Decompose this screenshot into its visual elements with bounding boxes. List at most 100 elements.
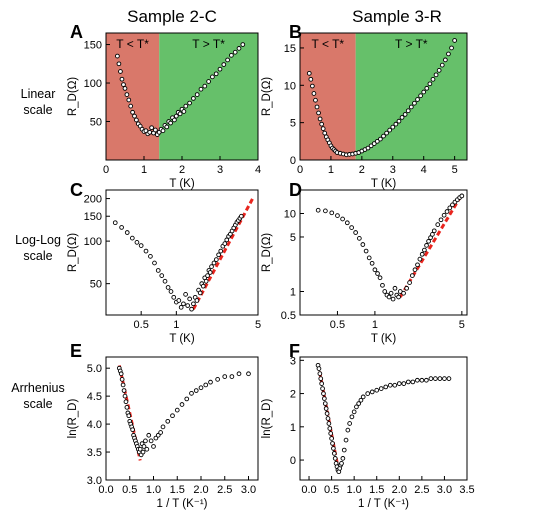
data-point bbox=[452, 38, 457, 43]
data-point bbox=[165, 418, 171, 424]
data-point bbox=[357, 236, 362, 241]
x-axis-label: T (K) bbox=[169, 333, 195, 345]
data-point bbox=[112, 220, 118, 226]
x-tick-label: 2 bbox=[179, 164, 185, 176]
data-point bbox=[392, 285, 398, 291]
data-point bbox=[428, 235, 433, 241]
y-axis-label: ln(R_D) bbox=[67, 399, 79, 439]
data-point bbox=[217, 66, 223, 72]
panel-a: T < T* T > T* 0 1 2 3 4 50 100 150 T (K) R_D(Ω) A bbox=[67, 22, 261, 190]
data-point bbox=[144, 446, 150, 452]
x-tick-label: 0.5 bbox=[324, 484, 339, 496]
data-point bbox=[446, 51, 451, 57]
data-point bbox=[329, 436, 334, 441]
data-point bbox=[374, 387, 380, 393]
data-point bbox=[351, 409, 357, 415]
data-point bbox=[368, 143, 374, 149]
region-label-low-t: T < T* bbox=[312, 37, 345, 51]
data-point bbox=[322, 396, 327, 401]
data-point bbox=[422, 247, 427, 253]
x-tick-label: 1 bbox=[328, 164, 334, 176]
data-point bbox=[322, 130, 328, 136]
data-point bbox=[388, 290, 394, 296]
y-tick-label: 3.5 bbox=[87, 447, 102, 459]
data-point bbox=[430, 76, 436, 82]
data-point bbox=[177, 111, 183, 117]
axes-frame bbox=[299, 189, 468, 316]
data-point bbox=[407, 280, 412, 285]
x-tick-label: 3.0 bbox=[437, 484, 452, 496]
data-point bbox=[443, 57, 448, 63]
data-point bbox=[176, 298, 182, 303]
y-axis-label: R_D(Ω) bbox=[261, 77, 273, 116]
data-point bbox=[207, 270, 213, 275]
data-point bbox=[330, 441, 335, 446]
row-label-arrhenius-1: Arrhenius bbox=[11, 381, 65, 395]
data-point bbox=[119, 225, 124, 230]
data-point bbox=[430, 232, 435, 237]
region-label-low-t: T < T* bbox=[116, 37, 149, 51]
y-tick-label: 5.0 bbox=[87, 363, 102, 375]
data-point bbox=[236, 371, 242, 377]
data-point bbox=[124, 92, 130, 97]
data-point bbox=[123, 399, 129, 405]
data-point bbox=[126, 97, 132, 103]
panel-letter: A bbox=[70, 22, 83, 42]
panel-c: 0.5 1 5 50 100 150 200 T (K) R_D(Ω) C bbox=[67, 180, 261, 345]
x-tick-label: 2.0 bbox=[193, 484, 208, 496]
data-point bbox=[148, 438, 154, 444]
x-axis-label: T (K) bbox=[169, 178, 195, 190]
y-tick-label: 10 bbox=[284, 80, 296, 92]
y-tick-label: 3.0 bbox=[87, 475, 102, 487]
data-point bbox=[402, 112, 408, 117]
data-point bbox=[415, 97, 420, 102]
data-point bbox=[116, 61, 122, 67]
data-point bbox=[143, 248, 149, 254]
data-point bbox=[183, 103, 189, 109]
data-point bbox=[128, 103, 134, 109]
axes-frame bbox=[299, 32, 468, 161]
data-point bbox=[158, 430, 163, 435]
data-point bbox=[313, 97, 318, 103]
data-point bbox=[321, 391, 326, 396]
region-high-t bbox=[355, 33, 467, 160]
data-point bbox=[210, 74, 215, 80]
data-point bbox=[179, 402, 185, 407]
x-tick-label: 0.5 bbox=[330, 319, 345, 331]
data-point bbox=[387, 382, 393, 388]
data-point bbox=[320, 126, 326, 131]
data-point bbox=[433, 72, 439, 78]
data-point bbox=[419, 377, 425, 383]
data-point bbox=[363, 248, 369, 254]
x-tick-label: 5 bbox=[255, 319, 261, 331]
data-point bbox=[225, 57, 230, 63]
data-point bbox=[143, 438, 148, 444]
data-point bbox=[396, 294, 401, 300]
data-point bbox=[132, 113, 137, 119]
x-tick-label: 4 bbox=[255, 164, 261, 176]
data-point bbox=[384, 130, 389, 136]
data-point bbox=[168, 289, 174, 294]
data-point bbox=[393, 121, 399, 127]
panel-letter: E bbox=[70, 341, 82, 361]
data-point bbox=[151, 444, 156, 449]
axes-frame bbox=[105, 356, 259, 481]
data-point bbox=[325, 416, 331, 421]
data-point bbox=[431, 228, 437, 234]
data-point bbox=[349, 225, 354, 230]
data-point bbox=[381, 133, 386, 139]
data-point bbox=[405, 379, 411, 385]
region-low-t bbox=[106, 33, 160, 160]
region-label-high-t: T > T* bbox=[192, 37, 225, 51]
y-tick-label: 100 bbox=[84, 236, 102, 248]
data-point bbox=[433, 376, 438, 381]
x-tick-label: 0.0 bbox=[301, 484, 316, 496]
data-point bbox=[216, 252, 221, 258]
data-point bbox=[229, 52, 234, 58]
data-point bbox=[148, 254, 153, 259]
data-point bbox=[447, 205, 453, 211]
data-point bbox=[417, 256, 423, 262]
panel-letter: C bbox=[70, 180, 83, 200]
data-point bbox=[322, 401, 328, 406]
data-point bbox=[372, 267, 378, 273]
